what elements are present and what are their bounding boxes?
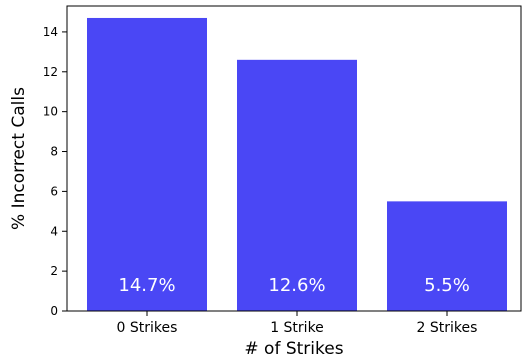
y-tick-label: 12 [43,65,58,79]
bar [387,201,507,311]
bar-data-label: 5.5% [424,275,470,296]
x-axis: 0 Strikes 1 Strike 2 Strikes [117,311,478,336]
bar [87,17,207,311]
y-tick-label: 14 [43,25,58,39]
x-tick-label: 0 Strikes [117,320,178,336]
bar-data-label: 14.7% [118,275,175,296]
bar-labels-group: 14.7% 12.6% 5.5% [118,275,469,296]
bars-group [87,17,507,311]
y-tick-label: 4 [50,224,58,238]
y-tick-label: 2 [50,264,58,278]
y-axis-label: % Incorrect Calls [9,87,29,230]
y-tick-label: 0 [50,304,58,318]
x-tick-label: 1 Strike [270,320,324,336]
y-tick-label: 6 [50,184,58,198]
bar [237,59,357,311]
y-axis: 0 2 4 6 8 10 12 14 [43,25,67,318]
y-tick-label: 10 [43,105,58,119]
x-axis-label: # of Strikes [244,339,343,359]
x-tick-label: 2 Strikes [417,320,478,336]
bar-data-label: 12.6% [268,275,325,296]
y-tick-label: 8 [50,145,58,159]
plot-frame [66,5,522,312]
